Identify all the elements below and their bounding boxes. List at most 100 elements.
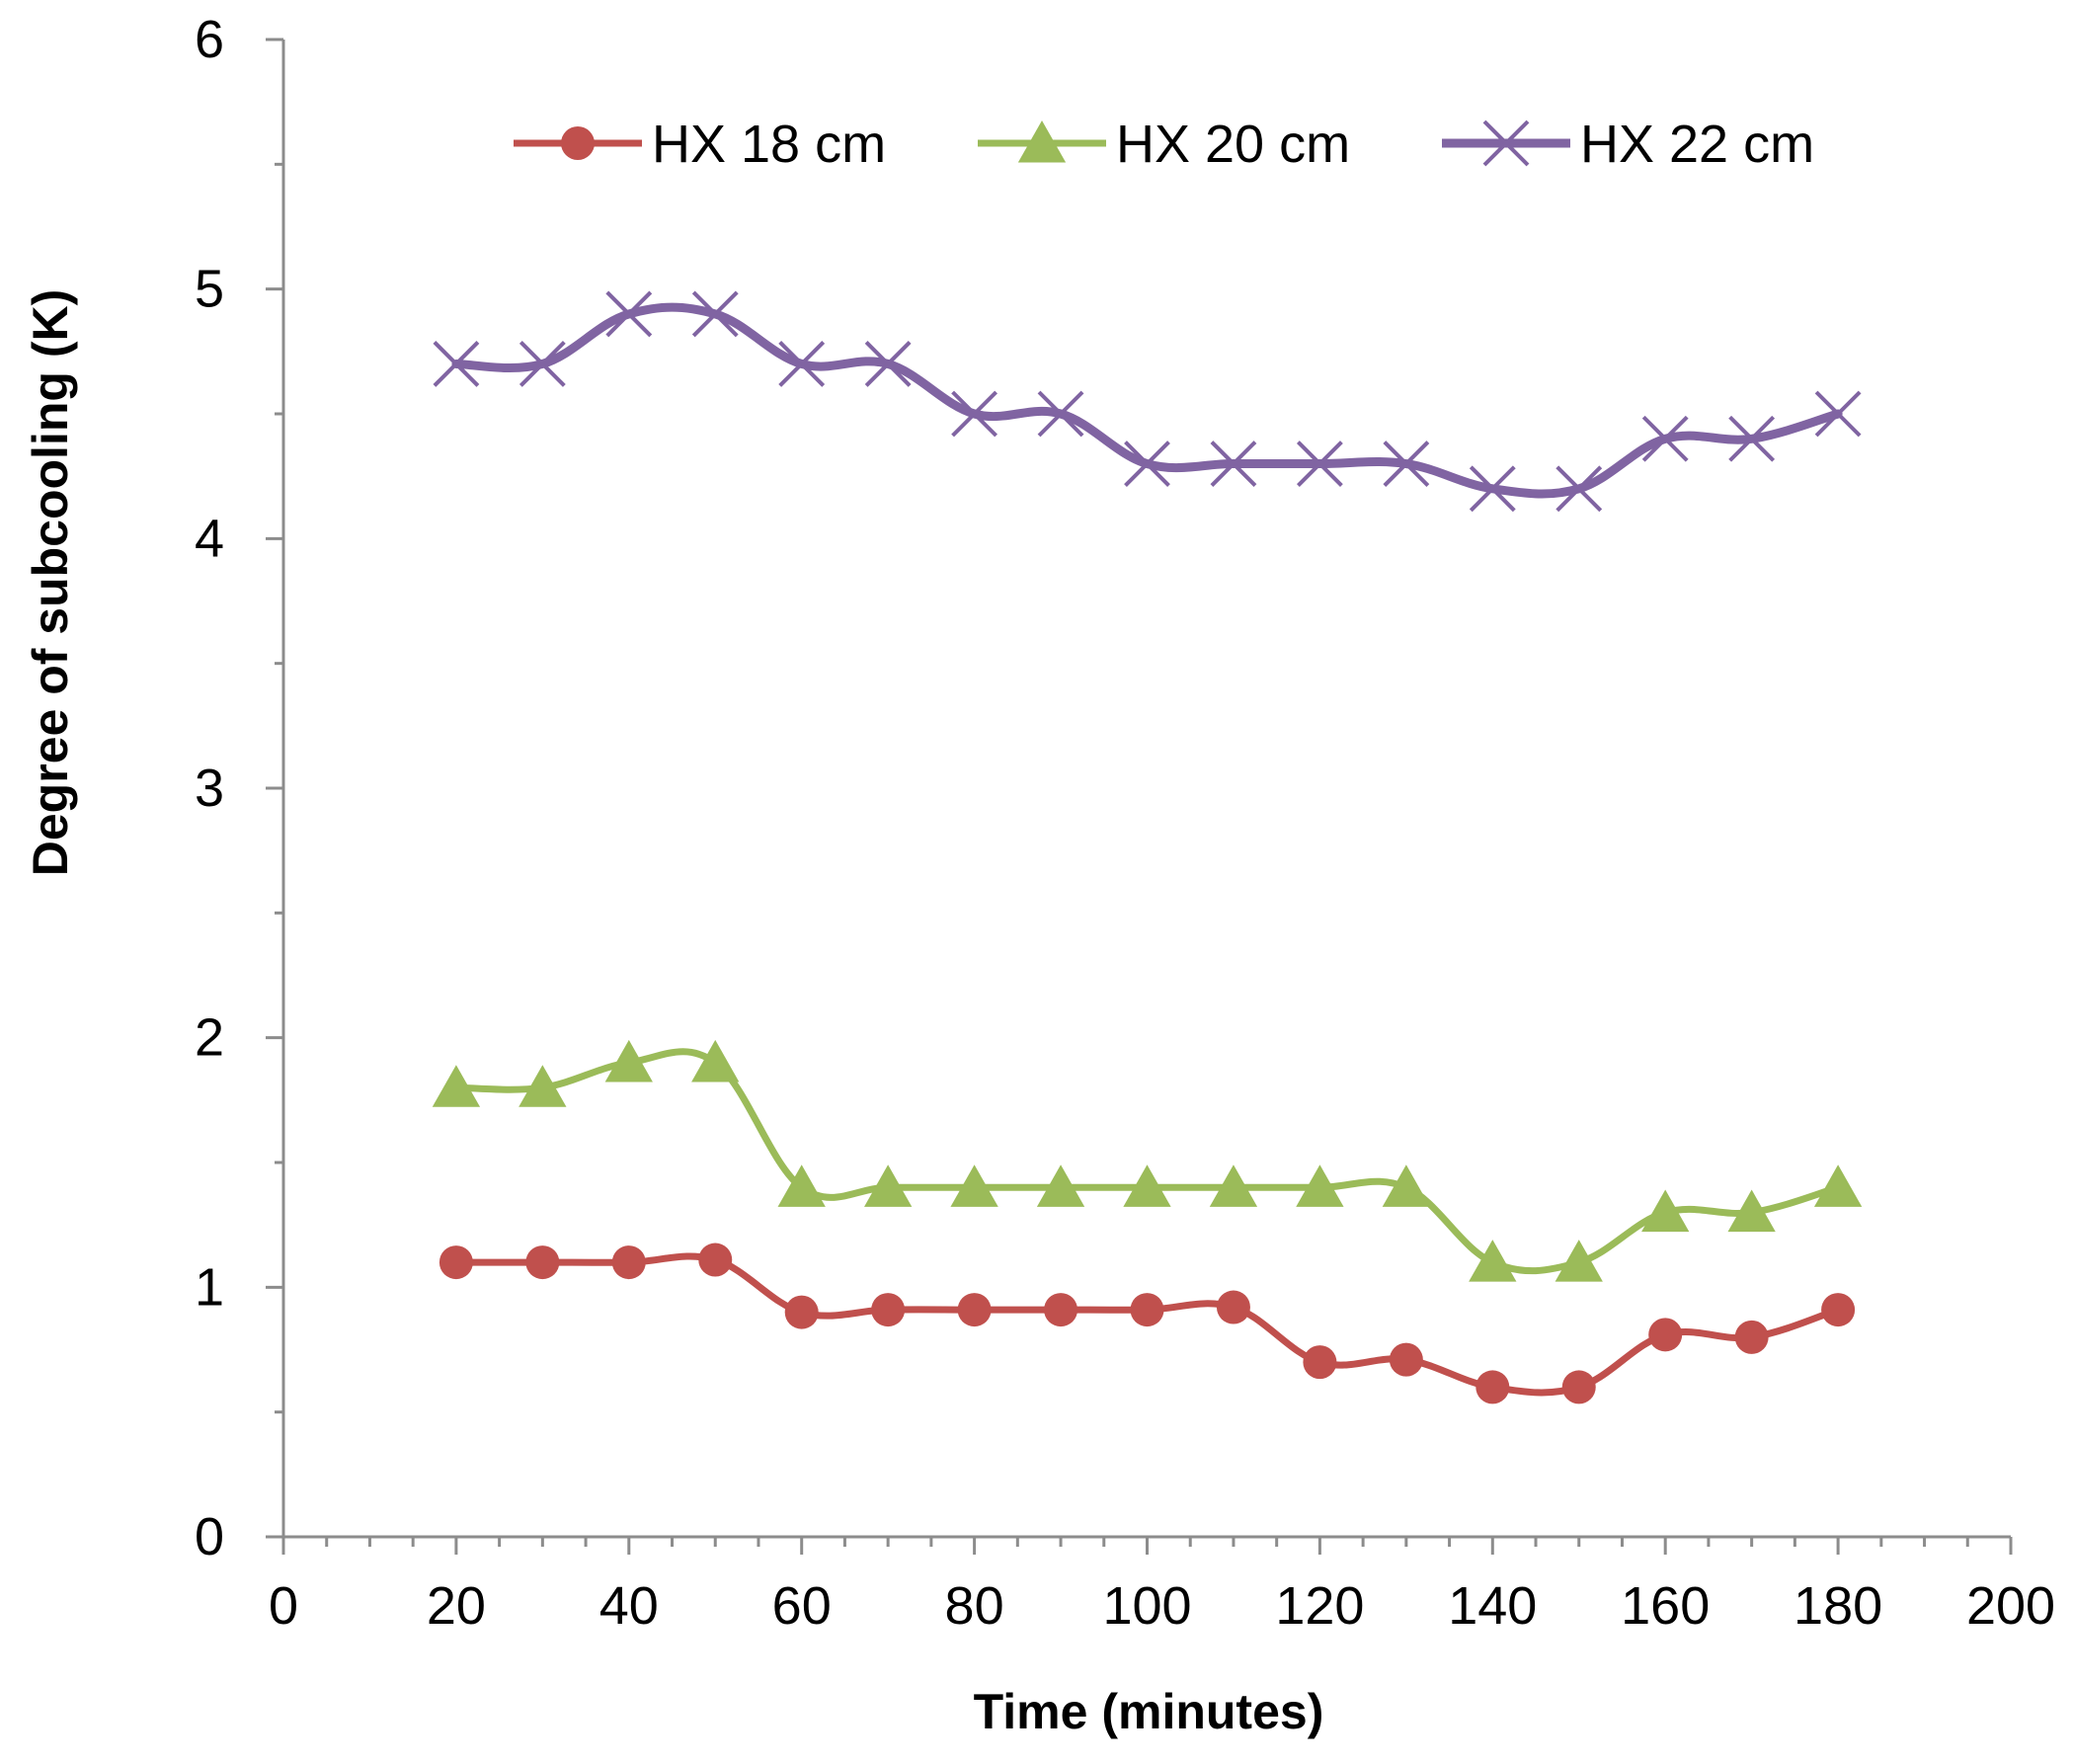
legend-item-hx-22-cm: HX 22 cm xyxy=(1442,115,1814,174)
y-tick-label: 3 xyxy=(195,759,224,818)
marker-stroke xyxy=(1037,390,1084,438)
data-point-hx-18-cm xyxy=(525,1245,560,1280)
data-point-hx-22-cm xyxy=(433,341,480,387)
data-point-hx-20-cm xyxy=(604,1039,653,1082)
marker-stroke xyxy=(1124,441,1170,487)
data-point-hx-20-cm xyxy=(1555,1240,1603,1282)
marker-stroke xyxy=(1728,415,1776,462)
x-tick-label: 160 xyxy=(1621,1576,1710,1636)
data-point-hx-22-cm xyxy=(1814,390,1862,438)
data-point-hx-22-cm xyxy=(1124,441,1170,487)
marker-stroke xyxy=(778,341,826,387)
data-point-hx-22-cm xyxy=(691,290,739,338)
x-tick-label: 200 xyxy=(1966,1576,2055,1636)
x-tick-label: 80 xyxy=(945,1576,1004,1636)
y-tick-label: 0 xyxy=(195,1507,224,1566)
marker-stroke xyxy=(1296,441,1343,487)
marker-stroke xyxy=(605,290,653,338)
data-point-hx-22-cm xyxy=(864,341,912,387)
marker-stroke xyxy=(864,341,912,387)
y-tick-label: 2 xyxy=(195,1008,224,1068)
y-axis-title: Degree of subcooling (K) xyxy=(23,289,78,876)
x-tick-label: 100 xyxy=(1102,1576,1191,1636)
data-point-hx-22-cm xyxy=(951,390,998,438)
data-point-hx-22-cm xyxy=(1210,441,1257,487)
data-point-hx-20-cm xyxy=(1727,1189,1776,1233)
data-point-hx-18-cm xyxy=(439,1245,473,1280)
series-hx-18-cm xyxy=(439,1243,1856,1404)
x-axis-title: Time (minutes) xyxy=(974,1684,1324,1739)
data-point-hx-22-cm xyxy=(778,341,826,387)
data-point-hx-22-cm xyxy=(1037,390,1084,438)
legend: HX 18 cm HX 20 cm HX 22 cm xyxy=(514,115,1814,174)
marker-stroke xyxy=(691,290,739,338)
data-point-hx-20-cm xyxy=(1036,1164,1085,1207)
legend-label: HX 18 cm xyxy=(652,115,886,174)
data-point-hx-20-cm xyxy=(1296,1164,1344,1207)
data-point-hx-18-cm xyxy=(1475,1370,1510,1404)
data-point-hx-22-cm xyxy=(1296,441,1343,487)
data-point-hx-18-cm xyxy=(1389,1342,1423,1377)
series-layer xyxy=(432,290,1863,1404)
data-point-hx-20-cm xyxy=(518,1065,567,1107)
data-point-hx-22-cm xyxy=(1555,465,1603,513)
data-point-hx-18-cm xyxy=(1734,1320,1769,1354)
series-hx-22-cm xyxy=(433,290,1862,513)
marker-stroke xyxy=(1814,390,1862,438)
data-point-hx-18-cm xyxy=(784,1295,819,1329)
x-tick-label: 0 xyxy=(269,1576,298,1636)
marker-stroke xyxy=(951,390,998,438)
data-point-hx-18-cm xyxy=(1216,1290,1250,1324)
y-tick-label: 6 xyxy=(195,10,224,69)
data-point-hx-18-cm xyxy=(698,1243,733,1277)
data-point-hx-18-cm xyxy=(1303,1345,1337,1380)
data-point-hx-18-cm xyxy=(871,1293,906,1327)
data-point-hx-22-cm xyxy=(1728,415,1776,462)
data-point-hx-20-cm xyxy=(950,1164,998,1207)
marker-stroke xyxy=(1469,465,1516,513)
data-point-hx-22-cm xyxy=(1383,441,1430,487)
data-point-hx-20-cm xyxy=(432,1065,481,1107)
data-point-hx-20-cm xyxy=(1813,1164,1863,1207)
data-point-hx-20-cm xyxy=(691,1039,740,1082)
data-point-hx-20-cm xyxy=(1469,1240,1517,1282)
marker-stroke xyxy=(1641,415,1689,462)
data-point-hx-18-cm xyxy=(1044,1293,1078,1327)
x-tick-label: 140 xyxy=(1448,1576,1537,1636)
marker-stroke xyxy=(1210,441,1257,487)
marker-stroke xyxy=(1482,120,1530,167)
data-point-hx-18-cm xyxy=(1821,1293,1856,1327)
x-tick-label: 20 xyxy=(427,1576,486,1636)
data-point-hx-20-cm xyxy=(864,1164,913,1207)
series-line-hx-20-cm xyxy=(452,1048,1842,1275)
legend-marker xyxy=(561,126,595,160)
data-point-hx-20-cm xyxy=(1209,1164,1258,1207)
y-tick-label: 4 xyxy=(195,509,224,568)
data-point-hx-18-cm xyxy=(957,1293,992,1327)
y-tick-label: 1 xyxy=(195,1257,224,1317)
marker-stroke xyxy=(1555,465,1603,513)
marker-stroke xyxy=(433,341,480,387)
legend-marker xyxy=(1017,120,1067,163)
marker-stroke xyxy=(518,341,566,387)
data-point-hx-20-cm xyxy=(1641,1189,1690,1233)
data-point-hx-22-cm xyxy=(1641,415,1689,462)
legend-label: HX 20 cm xyxy=(1116,115,1350,174)
series-hx-20-cm xyxy=(432,1039,1863,1282)
y-tick-label: 5 xyxy=(195,260,224,319)
data-point-hx-18-cm xyxy=(1648,1318,1683,1352)
legend-marker xyxy=(1482,120,1530,167)
legend-label: HX 22 cm xyxy=(1580,115,1814,174)
data-point-hx-22-cm xyxy=(518,341,566,387)
data-point-hx-20-cm xyxy=(777,1164,826,1207)
data-point-hx-20-cm xyxy=(1382,1164,1430,1207)
legend-item-hx-20-cm: HX 20 cm xyxy=(978,115,1350,174)
data-point-hx-20-cm xyxy=(1123,1164,1171,1207)
x-tick-label: 60 xyxy=(772,1576,832,1636)
data-point-hx-18-cm xyxy=(1561,1370,1596,1404)
legend-item-hx-18-cm: HX 18 cm xyxy=(514,115,886,174)
data-point-hx-18-cm xyxy=(1130,1293,1164,1327)
